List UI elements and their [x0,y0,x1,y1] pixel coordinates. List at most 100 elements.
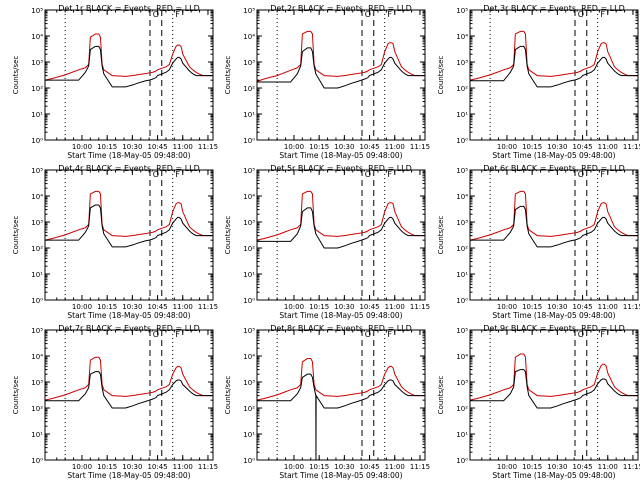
y-axis-label: Counts/sec [437,56,445,95]
x-axis-label: Start Time (18-May-05 09:48:00) [279,311,402,320]
x-tick-label: 10:00 [284,303,304,311]
chart-panel-6: 10⁰ 10¹ 10² 10³ 10⁴ 10⁵ 10:00 10:15 10:30 10:45 11… [437,164,640,320]
x-tick-label: 11:15 [410,303,430,311]
x-tick-label: 10:45 [147,303,167,311]
x-axis-label: Start Time (18-May-05 09:48:00) [279,471,402,480]
y-tick-label: 10³ [456,219,468,227]
top-marker-label: F [600,170,605,179]
x-tick-label: 11:00 [385,143,405,151]
y-tick-label: 10³ [456,379,468,387]
x-tick-label: 10:00 [72,143,92,151]
top-marker-label: O [365,330,371,339]
chart-panel-4: 10⁰ 10¹ 10² 10³ 10⁴ 10⁵ 10:00 10:15 10:30 10:45 11… [12,164,218,320]
x-tick-label: 11:15 [623,463,640,471]
y-axis-label: Counts/sec [437,376,445,415]
x-tick-label: 10:45 [147,463,167,471]
y-tick-label: 10¹ [456,271,468,279]
top-marker-label: O [578,170,584,179]
series-line-red-lld [45,33,213,81]
x-tick-label: 10:30 [334,463,354,471]
x-tick-label: 10:15 [309,143,329,151]
x-tick-label: 11:15 [623,143,640,151]
x-tick-label: 10:30 [122,303,142,311]
y-tick-label: 10⁴ [456,353,468,361]
y-tick-label: 10³ [243,59,255,67]
chart-title: Det 6r BLACK = Events, RED = LLD [483,164,625,173]
x-tick-label: 11:00 [598,143,618,151]
y-tick-label: 10² [31,245,43,253]
series-line-black-events [470,45,638,88]
y-tick-label: 10⁵ [456,327,468,335]
y-tick-label: 10⁰ [243,297,255,305]
series-line-red-lld [470,30,638,81]
x-tick-label: 11:00 [173,463,193,471]
series-line-red-lld [257,190,425,241]
y-tick-label: 10⁴ [456,33,468,41]
x-tick-label: 11:00 [598,463,618,471]
y-tick-label: 10⁴ [31,193,43,201]
x-tick-label: 10:15 [522,463,542,471]
y-tick-label: 10² [31,85,43,93]
y-tick-label: 10² [31,405,43,413]
y-axis-label: Counts/sec [224,216,232,255]
y-tick-label: 10¹ [243,431,255,439]
x-axis-label: Start Time (18-May-05 09:48:00) [279,151,402,160]
top-marker-label: F [175,170,180,179]
series-line-black-events [470,369,638,409]
plot-frame [256,329,426,461]
y-tick-label: 10⁵ [243,7,255,15]
top-marker-label: O [153,330,159,339]
x-axis-label: Start Time (18-May-05 09:48:00) [67,471,190,480]
chart-panel-9: 10⁰ 10¹ 10² 10³ 10⁴ 10⁵ 10:00 10:15 10:30 10:45 11… [437,324,640,480]
top-marker-label: O [365,170,371,179]
x-tick-label: 11:15 [410,463,430,471]
x-tick-label: 10:30 [547,463,567,471]
y-tick-label: 10³ [31,59,43,67]
x-tick-label: 11:15 [198,303,218,311]
y-tick-label: 10⁴ [243,33,255,41]
y-tick-label: 10⁰ [243,457,255,465]
y-tick-label: 10⁴ [243,353,255,361]
x-tick-label: 10:00 [284,143,304,151]
x-tick-label: 10:45 [572,143,592,151]
top-marker-label: O [578,330,584,339]
x-tick-label: 10:30 [334,143,354,151]
chart-panel-2: 10⁰ 10¹ 10² 10³ 10⁴ 10⁵ 10:00 10:15 10:30 10:45 11… [224,4,430,160]
x-axis-label: Start Time (18-May-05 09:48:00) [492,471,615,480]
x-tick-label: 10:15 [97,303,117,311]
series-group [45,33,213,88]
y-tick-label: 10³ [243,219,255,227]
series-line-black-events [470,205,638,248]
x-tick-label: 10:45 [147,143,167,151]
x-tick-label: 10:15 [309,303,329,311]
x-axis-label: Start Time (18-May-05 09:48:00) [67,311,190,320]
plot-frame [469,9,639,141]
x-tick-label: 10:15 [522,303,542,311]
x-tick-label: 11:15 [198,463,218,471]
top-marker-label: F [175,330,180,339]
top-marker-label: F [600,330,605,339]
series-group [45,356,213,409]
plot-frame [256,9,426,141]
y-tick-label: 10² [243,85,255,93]
x-tick-label: 10:00 [72,303,92,311]
y-axis-label: Counts/sec [12,376,20,415]
x-tick-label: 10:15 [522,143,542,151]
y-tick-label: 10³ [456,59,468,67]
y-tick-label: 10² [456,245,468,253]
x-tick-label: 10:00 [284,463,304,471]
y-tick-label: 10³ [31,219,43,227]
chart-panel-7: 10⁰ 10¹ 10² 10³ 10⁴ 10⁵ 10:00 10:15 10:30 10:45 11… [12,324,218,480]
chart-title: Det 5r BLACK = Events, RED = LLD [270,164,412,173]
chart-title: Det 8r BLACK = Events, RED = LLD [270,324,412,333]
x-axis-label: Start Time (18-May-05 09:48:00) [67,151,190,160]
y-tick-label: 10¹ [31,431,43,439]
x-tick-label: 10:30 [122,143,142,151]
top-marker-label: F [387,330,392,339]
x-tick-label: 11:00 [173,143,193,151]
y-tick-label: 10³ [243,379,255,387]
series-line-red-lld [470,353,638,401]
x-axis-label: Start Time (18-May-05 09:48:00) [492,311,615,320]
x-tick-label: 11:00 [385,463,405,471]
